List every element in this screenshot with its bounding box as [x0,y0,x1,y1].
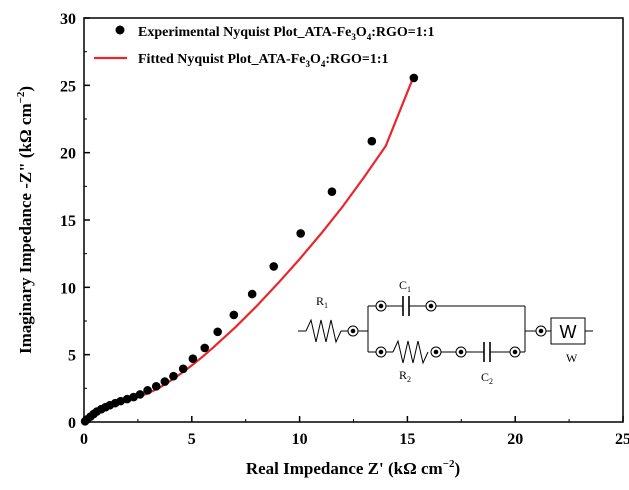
experimental-series-points [80,73,419,426]
plot-area-frame [83,17,624,423]
warburg-box-label: W [560,322,577,342]
experimental-point [122,394,132,404]
node-dot-icon [458,349,464,355]
x-tick-label: 20 [507,431,523,448]
y-tick-label: 0 [68,415,76,432]
y-axis-label: Imaginary Impedance -Z" (kΩ cm−2) [15,86,35,354]
experimental-point [116,396,125,406]
experimental-point [200,343,210,353]
equivalent-circuit [298,296,593,365]
node-dot-icon [538,328,544,334]
experimental-point [229,310,239,320]
y-tick-label: 15 [60,213,76,230]
experimental-point [143,386,152,395]
y-tick-label: 30 [60,11,76,28]
experimental-point [409,73,419,83]
x-tick-label: 25 [615,431,629,448]
experimental-point [367,136,377,146]
experimental-point [135,390,145,399]
experimental-point [213,327,222,337]
y-tick-label: 5 [68,348,76,365]
experimental-point [169,371,178,381]
x-axis-ticks: 0 5 10 15 20 25 [80,416,629,448]
experimental-point [296,229,305,238]
resistor-r2-icon [392,339,429,365]
node-dot-icon [378,349,384,355]
experimental-point [129,392,138,402]
circuit-label-w: W [566,351,578,365]
y-axis-ticks: 0 5 10 15 20 25 30 [60,11,90,432]
y-tick-label: 10 [60,280,76,297]
legend-label-fitted: Fitted Nyquist Plot_ATA-Fe3O4:RGO=1:1 [138,52,389,69]
x-tick-label: 5 [188,431,196,448]
experimental-point [151,382,161,391]
circuit-label-c1: C1 [399,278,411,294]
experimental-point [327,187,337,197]
circuit-label-c2: C2 [481,370,493,386]
x-tick-label: 0 [80,431,88,448]
node-dot-icon [512,349,518,355]
y-tick-label: 20 [60,146,76,163]
circuit-label-r1: R1 [316,294,328,310]
resistor-r1-icon [305,318,342,344]
node-dot-icon [428,303,434,309]
experimental-point [269,262,279,271]
y-tick-label: 25 [60,78,76,95]
x-tick-label: 10 [292,431,308,448]
node-dot-icon [433,349,439,355]
experimental-point [178,364,188,374]
legend-label-experimental: Experimental Nyquist Plot_ATA-Fe3O4:RGO=… [138,25,434,42]
experimental-point [160,377,170,386]
circuit-labels: R1 C1 R2 C2 W W [316,278,578,386]
x-tick-label: 15 [399,431,415,448]
fitted-series-line [83,80,413,423]
experimental-point [247,289,257,299]
node-dot-icon [350,328,356,334]
x-axis-label: Real Impedance Z' (kΩ cm−2) [246,458,460,478]
node-dot-icon [378,303,384,309]
legend: Experimental Nyquist Plot_ATA-Fe3O4:RGO=… [94,25,434,69]
legend-marker-experimental [115,25,125,35]
circuit-label-r2: R2 [399,368,411,384]
experimental-point [188,354,198,364]
